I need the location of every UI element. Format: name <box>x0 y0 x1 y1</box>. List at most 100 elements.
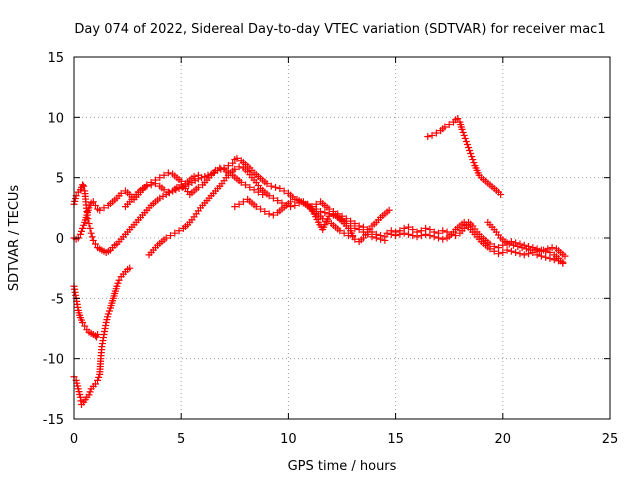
data-point <box>95 373 103 381</box>
data-point <box>85 391 93 399</box>
data-point <box>278 199 286 207</box>
data-point <box>499 248 507 256</box>
data-point <box>383 229 391 237</box>
data-point <box>535 247 543 255</box>
data-point <box>516 250 524 258</box>
data-point <box>555 257 563 265</box>
data-point <box>147 181 155 189</box>
data-point <box>503 246 511 254</box>
data-point <box>250 186 258 194</box>
data-point <box>237 178 245 186</box>
data-point <box>171 229 179 237</box>
data-point <box>546 248 554 256</box>
data-point <box>458 125 466 133</box>
data-point <box>231 203 239 211</box>
data-point <box>422 230 430 238</box>
data-point <box>468 153 476 161</box>
data-point <box>424 133 432 141</box>
data-point <box>267 182 275 190</box>
data-point <box>428 131 436 139</box>
data-point <box>113 282 121 290</box>
axis-ticks: 0 5 10 15 20 25 -15 -10 -5 0 5 10 15 <box>43 51 619 447</box>
x-tick-label: 15 <box>387 432 404 447</box>
data-point <box>426 226 434 234</box>
data-point <box>400 229 408 237</box>
data-point <box>79 181 87 189</box>
data-point <box>349 232 357 240</box>
y-tick-label: 15 <box>47 51 64 66</box>
data-point <box>272 183 280 191</box>
x-axis-label: GPS time / hours <box>288 459 397 474</box>
chart-title: Day 074 of 2022, Sidereal Day-to-day VTE… <box>74 22 605 37</box>
data-point <box>445 121 453 129</box>
data-point <box>404 223 412 231</box>
data-point <box>559 258 567 266</box>
data-point <box>385 206 393 214</box>
data-point <box>396 230 404 238</box>
data-point <box>497 191 505 199</box>
data-point <box>280 187 288 195</box>
data-point <box>486 245 494 253</box>
data-point <box>100 204 108 212</box>
data-point <box>464 144 472 151</box>
y-tick-label: -5 <box>51 292 64 307</box>
data-point <box>430 233 438 241</box>
data-point <box>96 206 104 214</box>
data-point <box>359 223 367 231</box>
data-point <box>269 211 277 219</box>
data-point <box>252 203 260 211</box>
data-point <box>355 222 363 230</box>
data-point <box>143 182 151 190</box>
data-point <box>291 195 299 203</box>
data-point <box>91 380 99 388</box>
x-tick-label: 0 <box>70 432 78 447</box>
data-point <box>105 307 113 315</box>
data-point <box>216 164 224 172</box>
y-tick-label: 10 <box>47 111 64 126</box>
data-point <box>546 255 554 263</box>
data-point <box>80 221 88 229</box>
data-point <box>520 251 528 259</box>
data-point <box>404 230 412 238</box>
data-point <box>441 123 449 131</box>
data-point <box>347 217 355 225</box>
data-point <box>336 227 344 235</box>
data-series <box>70 154 357 256</box>
data-point <box>454 115 462 123</box>
data-point <box>114 279 122 287</box>
data-point <box>212 166 220 174</box>
data-point <box>537 252 545 260</box>
data-point <box>507 247 515 255</box>
data-point <box>76 230 84 238</box>
data-point <box>561 252 569 260</box>
x-tick-label: 5 <box>177 432 185 447</box>
data-point <box>265 210 273 218</box>
data-point <box>242 181 250 189</box>
x-tick-label: 20 <box>495 432 512 447</box>
data-point <box>432 129 440 137</box>
data-point <box>321 209 329 217</box>
data-point <box>126 264 134 272</box>
data-point <box>377 232 385 240</box>
data-point <box>254 188 262 196</box>
data-point <box>151 180 159 188</box>
data-point <box>495 250 503 258</box>
data-point <box>287 198 295 206</box>
data-point <box>175 227 183 235</box>
data-point <box>201 172 209 180</box>
data-point <box>325 212 333 220</box>
data-point <box>156 174 164 182</box>
data-point <box>550 256 558 264</box>
data-point <box>501 238 509 246</box>
data-point <box>246 183 254 191</box>
data-point <box>426 232 434 240</box>
y-axis-label: SDTVAR / TECUs <box>7 185 22 292</box>
data-point <box>257 205 265 213</box>
data-point <box>439 227 447 235</box>
data-series <box>387 218 567 267</box>
y-tick-label: -10 <box>43 353 64 368</box>
data-point <box>235 163 243 171</box>
data-point <box>544 245 552 253</box>
data-point <box>525 250 533 258</box>
